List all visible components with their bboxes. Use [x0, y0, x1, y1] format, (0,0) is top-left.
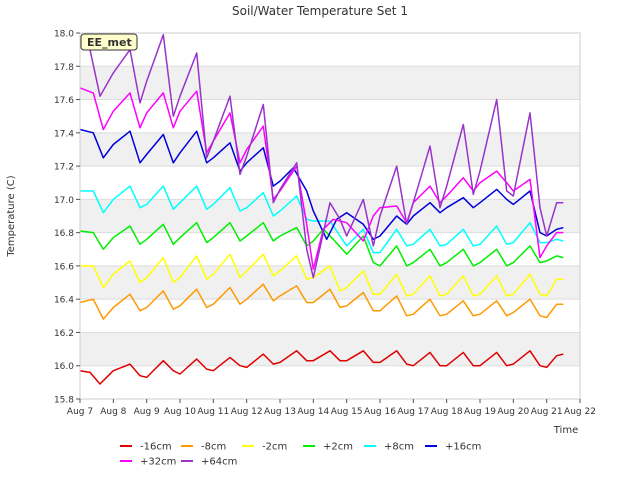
legend: -16cm -8cm -2cm +2cm +8cm +16cm +32cm +64cm: [120, 442, 481, 468]
series-line--8cm: [79, 283, 564, 320]
y-tick-label: 16.2: [54, 329, 74, 339]
grid-band: [80, 332, 580, 366]
series-line--16cm: [79, 350, 564, 385]
y-tick-label: 18.0: [54, 30, 74, 40]
x-axis-label: Time: [553, 425, 578, 436]
x-tick-label: Aug 16: [364, 407, 396, 417]
grid-band: [80, 66, 580, 100]
x-tick-label: Aug 18: [431, 407, 463, 417]
y-tick-label: 16.4: [54, 296, 74, 306]
series-line-+16cm: [79, 128, 564, 241]
legend-label: +32cm: [140, 457, 176, 468]
x-tick-label: Aug 20: [497, 407, 529, 417]
x-tick-label: Aug 15: [331, 407, 363, 417]
grid-bands: [80, 32, 580, 400]
legend-label: +2cm: [323, 442, 353, 453]
series-line-+64cm: [79, 33, 564, 279]
x-tick-label: Aug 14: [297, 407, 329, 417]
x-tick-label: Aug 7: [67, 407, 93, 417]
grid-band: [80, 132, 580, 167]
plot-frame: [79, 32, 581, 400]
y-axis-label: Temperature (C): [6, 175, 17, 257]
series-line-+8cm: [80, 185, 564, 254]
y-tick-label: 15.8: [54, 396, 74, 406]
x-axis: Aug 7 Aug 8 Aug 9 Aug 10 Aug 11 Aug 12 Aug 13 A…: [67, 399, 596, 417]
x-tick-label: Aug 13: [264, 407, 296, 417]
y-tick-label: 17.8: [54, 63, 74, 73]
x-tick-label: Aug 12: [231, 407, 263, 417]
legend-label: +64cm: [201, 457, 237, 468]
y-tick-label: 16.0: [54, 362, 74, 372]
series-layer: [79, 33, 564, 385]
legend-label: -2cm: [262, 442, 287, 453]
legend-label: +8cm: [384, 442, 414, 453]
y-tick-label: 16.8: [54, 229, 74, 239]
y-tick-label: 16.6: [54, 262, 74, 272]
x-tick-label: Aug 9: [134, 407, 160, 417]
series-line-+32cm: [79, 87, 564, 270]
station-label: EE_met: [80, 33, 138, 51]
x-tick-label: Aug 8: [100, 407, 126, 417]
x-tick-label: Aug 17: [397, 407, 429, 417]
y-axis: 15.8 16.0 16.2 16.4 16.6 16.8 17.0 17.2 17.4 17.6…: [54, 30, 80, 406]
y-tick-label: 17.6: [54, 96, 74, 106]
legend-label: -16cm: [140, 442, 172, 453]
legend-label: -8cm: [201, 442, 226, 453]
legend-label: +16cm: [445, 442, 481, 453]
y-tick-label: 17.4: [54, 129, 74, 139]
y-tick-label: 17.0: [54, 196, 74, 206]
station-label-text: EE_met: [87, 36, 132, 49]
chart-title: Soil/Water Temperature Set 1: [232, 4, 408, 18]
x-tick-label: Aug 19: [464, 407, 496, 417]
y-tick-label: 17.2: [54, 163, 74, 173]
x-tick-label: Aug 21: [531, 407, 563, 417]
x-tick-label: Aug 22: [564, 407, 596, 417]
grid-band: [80, 265, 580, 300]
series-line--2cm: [80, 253, 564, 297]
x-tick-label: Aug 11: [197, 407, 229, 417]
station-label-box: [80, 33, 138, 51]
x-tick-label: Aug 10: [164, 407, 196, 417]
